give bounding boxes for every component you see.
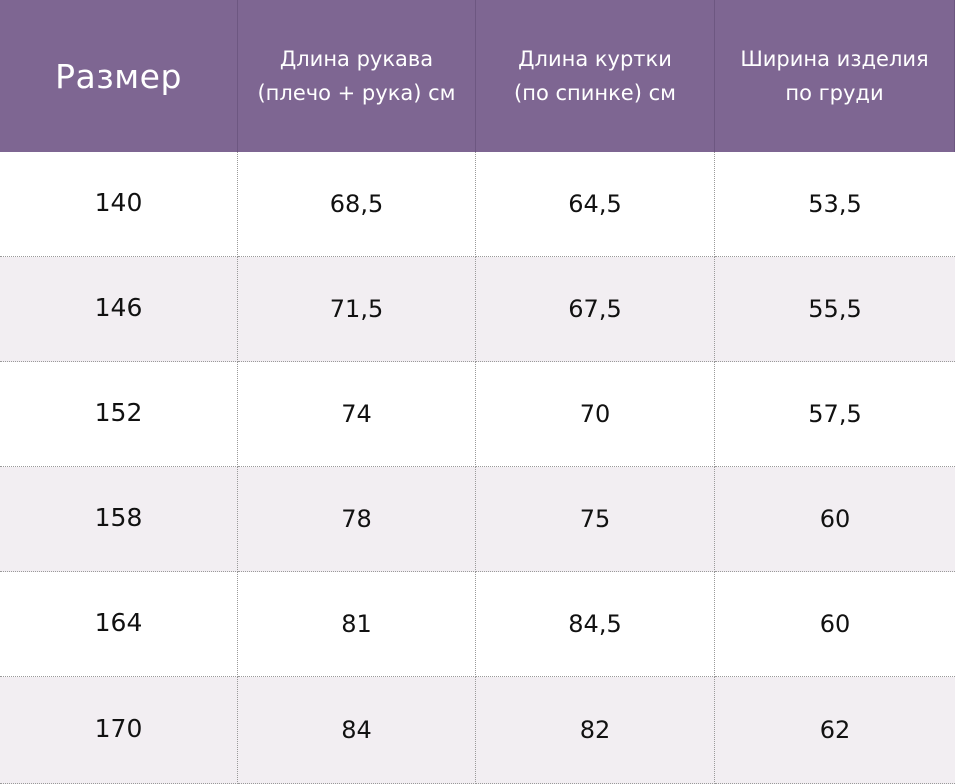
table-cell-size: 158 xyxy=(0,467,238,572)
table-cell-sleeve: 84 xyxy=(238,677,476,784)
header-size: Размер xyxy=(0,0,238,152)
table-cell-jacket: 82 xyxy=(476,677,715,784)
table-cell-sleeve: 68,5 xyxy=(238,152,476,257)
table-cell-sleeve: 71,5 xyxy=(238,257,476,362)
table-cell-size: 140 xyxy=(0,152,238,257)
header-sleeve-length-line2: (плечо + рука) см xyxy=(257,81,456,105)
header-chest-width-line1: Ширина изделия xyxy=(740,47,929,71)
table-cell-jacket: 75 xyxy=(476,467,715,572)
header-sleeve-length: Длина рукава (плечо + рука) см xyxy=(238,0,476,152)
table-cell-chest: 60 xyxy=(715,572,955,677)
table-cell-chest: 62 xyxy=(715,677,955,784)
table-cell-chest: 55,5 xyxy=(715,257,955,362)
table-cell-jacket: 67,5 xyxy=(476,257,715,362)
table-cell-sleeve: 81 xyxy=(238,572,476,677)
header-sleeve-length-line1: Длина рукава xyxy=(279,47,434,71)
header-chest-width: Ширина изделия по груди xyxy=(715,0,955,152)
table-cell-jacket: 84,5 xyxy=(476,572,715,677)
header-jacket-length: Длина куртки (по спинке) см xyxy=(476,0,715,152)
table-cell-size: 170 xyxy=(0,677,238,784)
table-cell-chest: 57,5 xyxy=(715,362,955,467)
header-jacket-length-line2: (по спинке) см xyxy=(514,81,676,105)
table-cell-chest: 60 xyxy=(715,467,955,572)
table-cell-size: 146 xyxy=(0,257,238,362)
table-cell-jacket: 70 xyxy=(476,362,715,467)
table-cell-sleeve: 74 xyxy=(238,362,476,467)
table-cell-size: 164 xyxy=(0,572,238,677)
header-jacket-length-line1: Длина куртки xyxy=(518,47,672,71)
table-cell-size: 152 xyxy=(0,362,238,467)
table-cell-chest: 53,5 xyxy=(715,152,955,257)
table-cell-sleeve: 78 xyxy=(238,467,476,572)
header-size-label: Размер xyxy=(55,56,182,96)
header-chest-width-line2: по груди xyxy=(785,81,884,105)
table-cell-jacket: 64,5 xyxy=(476,152,715,257)
